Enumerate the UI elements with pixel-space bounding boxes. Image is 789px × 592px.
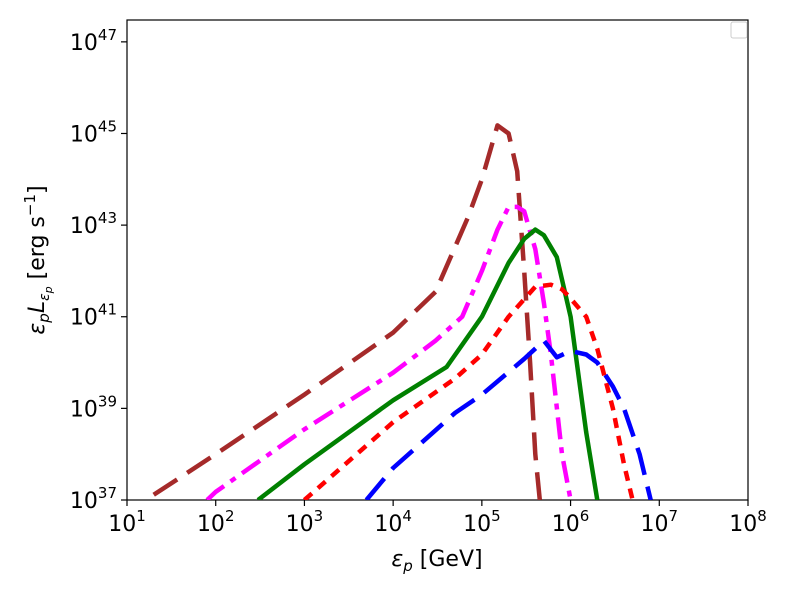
y-axis-ticks: 1037 1039 1041 1043 1045 1047 bbox=[70, 26, 127, 514]
y-tick-label: 1037 bbox=[70, 484, 117, 514]
series-line-blue-dashed bbox=[364, 338, 653, 500]
x-tick-label: 104 bbox=[374, 507, 412, 537]
series-line-green-solid bbox=[256, 227, 600, 500]
x-tick-label: 101 bbox=[108, 507, 146, 537]
x-tick-label: 108 bbox=[729, 507, 767, 537]
y-tick-label: 1043 bbox=[70, 209, 117, 239]
y-axis-label: εpLεp [erg s−1] bbox=[21, 185, 55, 334]
x-tick-label: 105 bbox=[463, 507, 501, 537]
y-tick-label: 1045 bbox=[70, 117, 117, 147]
series-line-red-dotted bbox=[302, 282, 635, 500]
x-axis-label: εp [GeV] bbox=[391, 547, 482, 575]
y-tick-label: 1041 bbox=[70, 301, 117, 331]
plot-frame bbox=[126, 19, 749, 501]
y-tick-label: 1047 bbox=[70, 26, 117, 56]
x-tick-label: 106 bbox=[552, 507, 590, 537]
x-tick-label: 107 bbox=[641, 507, 679, 537]
legend-box bbox=[730, 21, 748, 39]
x-tick-label: 103 bbox=[286, 507, 324, 537]
x-tick-label: 102 bbox=[197, 507, 235, 537]
series-line-brown-dashed bbox=[152, 123, 543, 500]
series-layer bbox=[152, 123, 653, 500]
x-axis-ticks: 101 102 103 104 105 106 107 108 bbox=[108, 500, 767, 537]
y-tick-label: 1039 bbox=[70, 392, 117, 422]
